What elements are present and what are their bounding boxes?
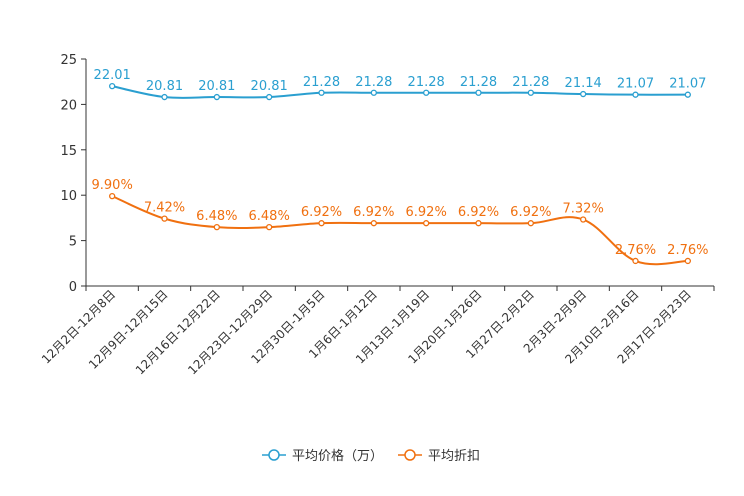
avg-discount-point <box>580 216 587 223</box>
y-tick-label: 5 <box>69 235 77 250</box>
avg-price-data-label: 21.07 <box>669 77 706 92</box>
avg-discount-data-label: 6.92% <box>510 205 551 220</box>
avg-price-point <box>318 89 325 96</box>
avg-discount-data-label: 6.92% <box>301 205 342 220</box>
avg-price-point <box>161 93 168 101</box>
legend-avg-price-marker <box>268 449 280 461</box>
avg-price-data-label: 22.01 <box>94 68 131 83</box>
avg-price-point <box>109 82 116 90</box>
legend-avg-discount-label: 平均折扣 <box>428 449 480 464</box>
avg-price-data-label: 21.28 <box>460 75 497 90</box>
avg-discount-data-label: 6.92% <box>406 205 447 220</box>
avg-discount-point <box>475 220 482 227</box>
avg-discount-data-label: 6.48% <box>249 209 290 224</box>
avg-discount-data-label: 2.76% <box>615 243 656 258</box>
avg-price-point <box>475 89 482 96</box>
y-tick-label: 0 <box>69 280 77 295</box>
y-tick-label: 20 <box>60 98 77 113</box>
avg-price-point <box>370 89 377 96</box>
legend-avg-discount-marker <box>404 449 416 461</box>
avg-discount-point <box>213 224 220 231</box>
avg-price-data-label: 20.81 <box>198 79 235 94</box>
avg-discount-data-label: 7.42% <box>144 201 185 216</box>
y-tick-label: 25 <box>60 53 77 68</box>
avg-price-point <box>423 89 430 96</box>
avg-discount-point <box>370 220 377 227</box>
avg-price-data-label: 21.07 <box>617 77 654 92</box>
avg-price-data-label: 20.81 <box>251 79 288 94</box>
avg-price-data-label: 21.28 <box>355 75 392 90</box>
avg-discount-data-label: 6.92% <box>353 205 394 220</box>
legend-avg-price-label: 平均价格（万） <box>292 448 383 464</box>
avg-discount-point <box>161 215 168 222</box>
y-tick-label: 10 <box>60 189 77 204</box>
avg-price-point <box>580 90 587 98</box>
avg-price-data-label: 21.28 <box>512 75 549 90</box>
avg-discount-line <box>111 195 688 266</box>
avg-discount-data-label: 6.92% <box>458 205 499 220</box>
avg-price-data-label: 21.28 <box>303 75 340 90</box>
y-tick-label: 15 <box>60 144 77 159</box>
avg-price-point <box>527 89 534 96</box>
avg-price-data-label: 21.14 <box>565 76 602 91</box>
avg-discount-data-label: 7.32% <box>563 202 604 217</box>
avg-discount-point <box>527 220 534 227</box>
avg-price-data-label: 21.28 <box>408 75 445 90</box>
avg-discount-data-label: 9.90% <box>92 178 133 193</box>
avg-price-point <box>213 93 220 101</box>
avg-discount-point <box>109 192 116 200</box>
avg-price-line <box>111 85 688 99</box>
avg-discount-point <box>684 257 691 265</box>
avg-discount-data-label: 2.76% <box>667 243 708 258</box>
avg-discount-point <box>318 220 325 227</box>
avg-discount-point <box>266 224 273 231</box>
avg-price-point <box>632 91 639 98</box>
avg-price-point <box>266 93 273 101</box>
avg-discount-point <box>423 220 430 227</box>
avg-price-point <box>684 91 691 98</box>
avg-discount-data-label: 6.48% <box>196 209 237 224</box>
avg-price-data-label: 20.81 <box>146 79 183 94</box>
avg-discount-point <box>632 257 639 265</box>
